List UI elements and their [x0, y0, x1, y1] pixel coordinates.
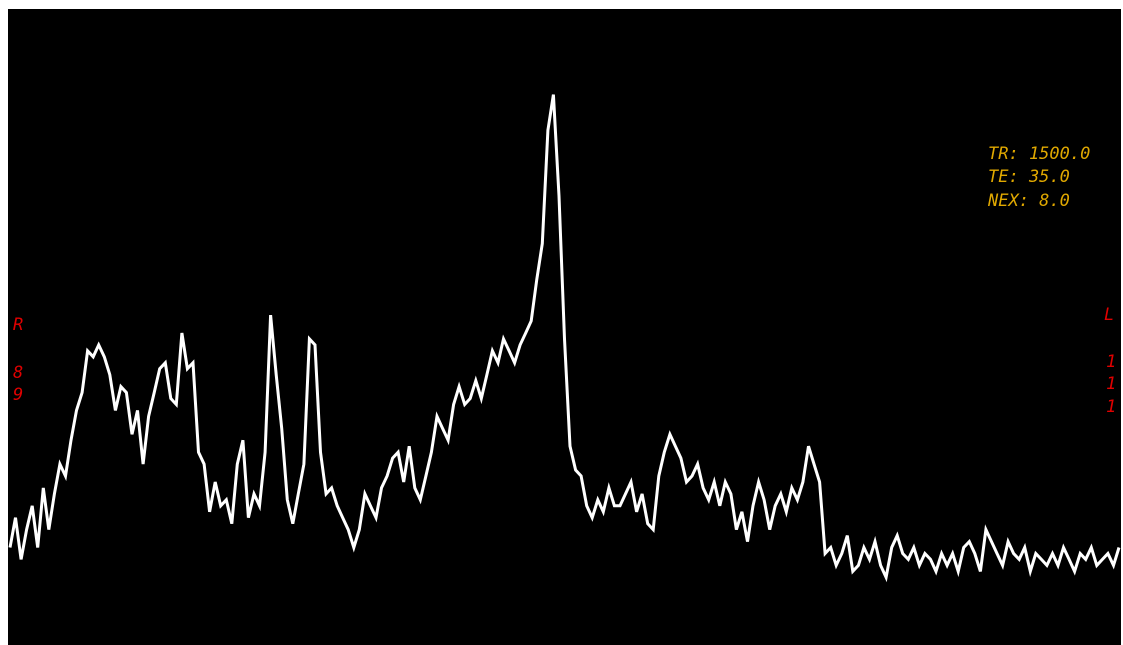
nex-label: NEX: 8.0 — [988, 191, 1070, 211]
orientation-left-digit: 8 — [13, 363, 24, 383]
orientation-left-letter: R — [13, 315, 24, 335]
spectrum-trace — [8, 94, 1121, 583]
spectrum-plot — [8, 94, 1121, 583]
orientation-right-digit: 1 — [1106, 374, 1117, 394]
tr-label: TR: 1500.0 — [988, 144, 1091, 164]
orientation-left-digit: 9 — [13, 385, 24, 405]
orientation-right-letter: L — [1104, 305, 1115, 325]
spectrum-display: TR: 1500.0 TE: 35.0 NEX: 8.0 R 8 9 L 1 1… — [8, 9, 1121, 645]
te-label: TE: 35.0 — [988, 167, 1070, 187]
orientation-right-digit: 1 — [1106, 397, 1117, 417]
spectrum-line — [8, 94, 1121, 583]
orientation-right-digit: 1 — [1106, 352, 1117, 372]
